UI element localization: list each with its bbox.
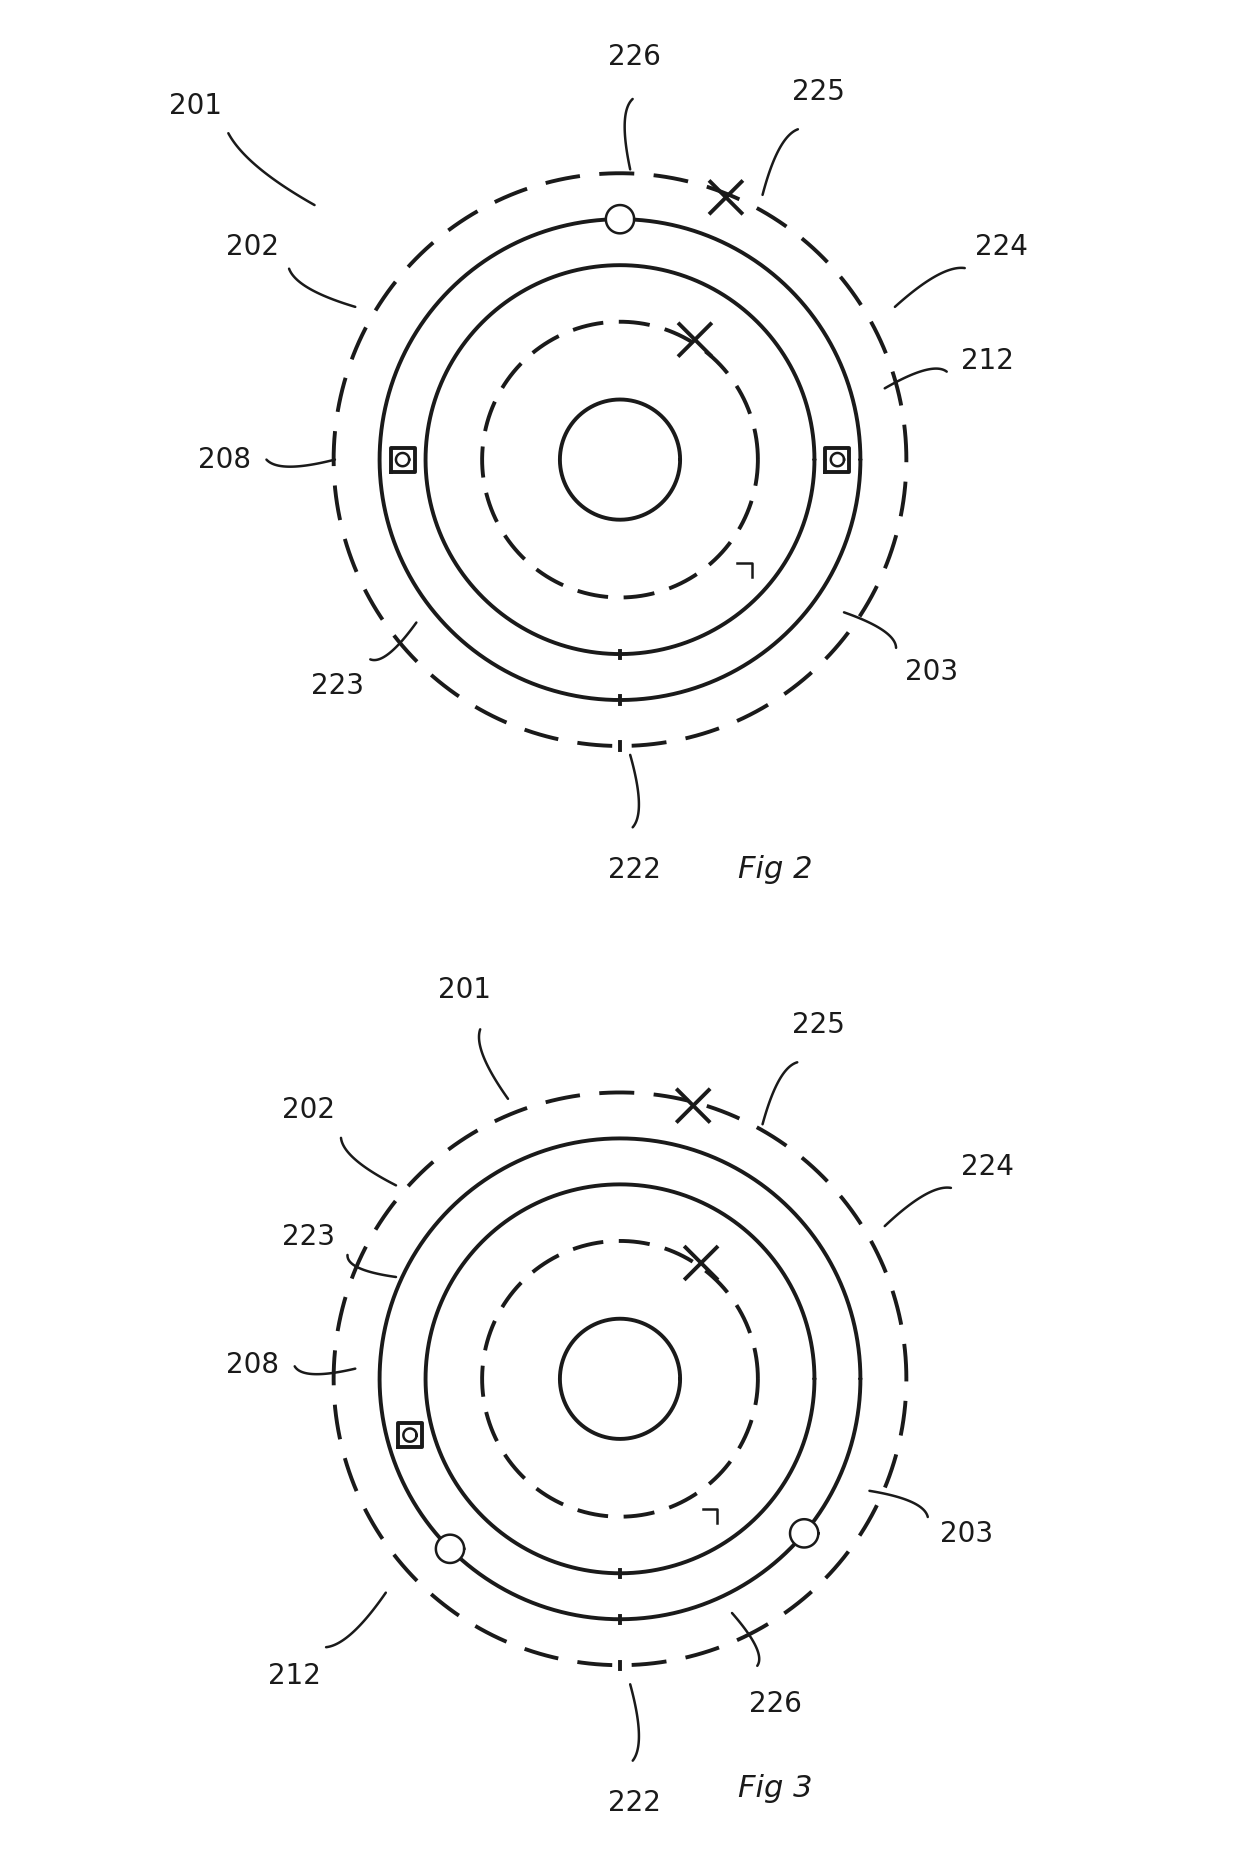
Text: Fig 2: Fig 2	[738, 856, 812, 884]
Text: 224: 224	[976, 234, 1028, 262]
Text: 225: 225	[791, 1012, 844, 1040]
Text: 223: 223	[311, 672, 363, 700]
Text: 212: 212	[961, 347, 1014, 375]
Polygon shape	[790, 1519, 818, 1547]
Text: 226: 226	[608, 43, 661, 71]
Text: 203: 203	[904, 657, 957, 685]
Text: 222: 222	[608, 856, 661, 884]
Text: 225: 225	[791, 78, 844, 106]
Polygon shape	[436, 1534, 464, 1564]
Text: 202: 202	[283, 1096, 335, 1123]
Polygon shape	[606, 204, 634, 234]
Text: Fig 3: Fig 3	[738, 1775, 812, 1803]
Text: 202: 202	[226, 234, 279, 262]
Text: 222: 222	[608, 1788, 661, 1818]
Text: 208: 208	[197, 446, 250, 474]
Polygon shape	[826, 448, 849, 472]
Text: 208: 208	[226, 1350, 279, 1378]
Polygon shape	[391, 448, 414, 472]
Text: 223: 223	[283, 1224, 335, 1252]
Text: 212: 212	[268, 1662, 321, 1690]
Text: 201: 201	[169, 93, 222, 121]
Text: 201: 201	[438, 977, 491, 1005]
Polygon shape	[398, 1422, 422, 1447]
Text: 226: 226	[749, 1690, 802, 1718]
Text: 203: 203	[940, 1521, 993, 1549]
Text: 224: 224	[961, 1153, 1014, 1181]
